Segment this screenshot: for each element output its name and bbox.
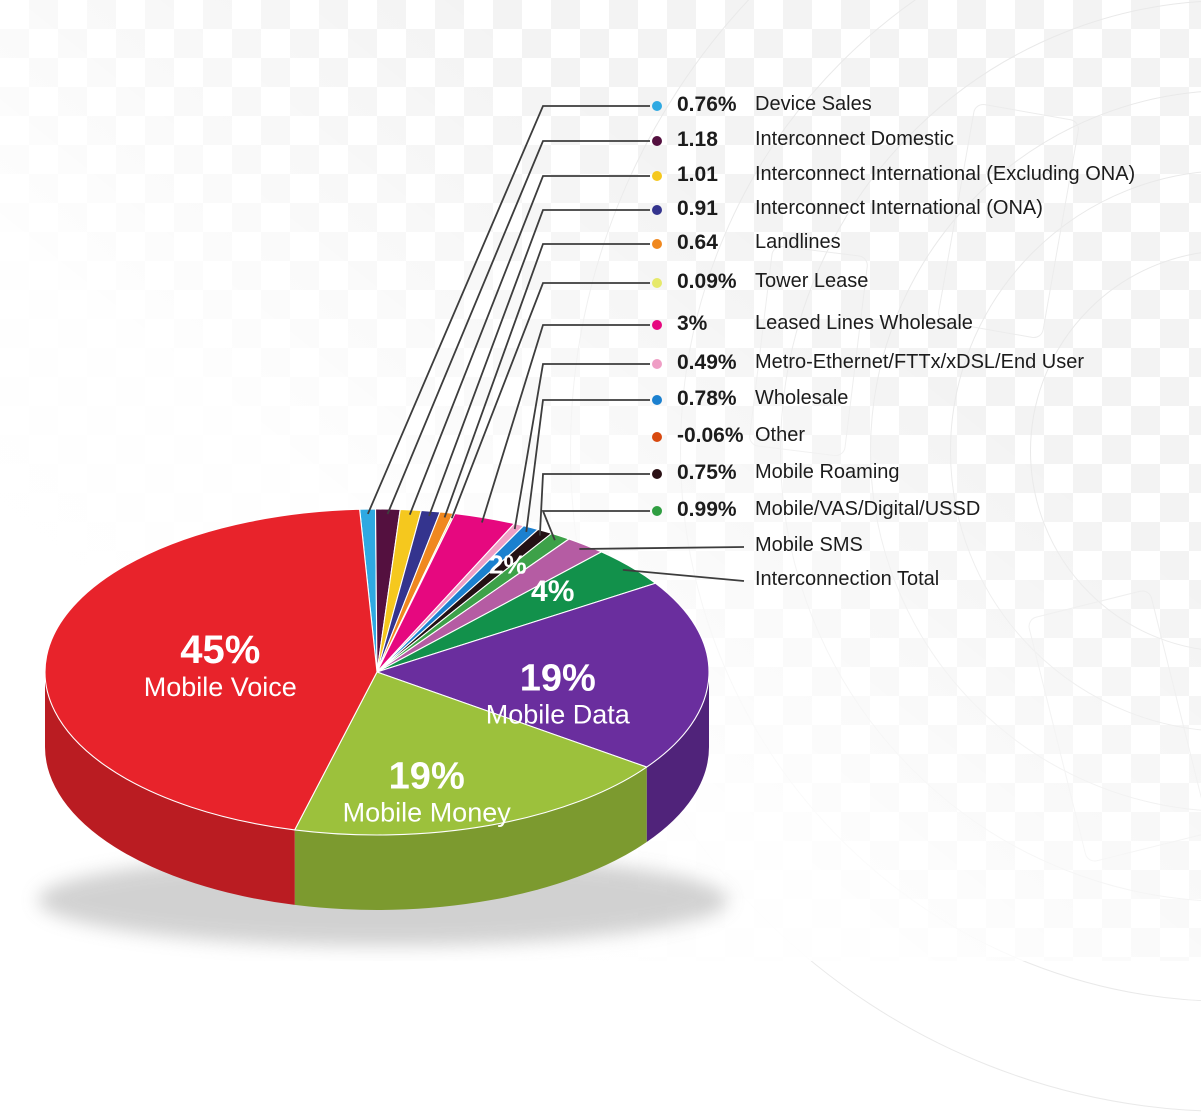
legend-value-tower-lease: 0.09% <box>677 270 737 293</box>
legend-value-other: -0.06% <box>677 424 744 447</box>
leader-line-wholesale <box>525 399 650 533</box>
leader-line-metro-ethernet-fttx-xdsl-end-user <box>513 363 650 530</box>
pie-slice-mobile-money <box>294 671 648 836</box>
pie-label-name-mobile-data: Mobile Data <box>486 699 631 729</box>
legend-dot-metro-ethernet-fttx-xdsl-end-user <box>652 359 662 369</box>
legend-label-tower-lease: Tower Lease <box>755 270 869 292</box>
legend-row-device-sales: 0.76% Device Sales <box>645 92 1201 120</box>
legend-value-mobile-vas-digital-ussd: 0.99% <box>677 498 737 521</box>
leader-line-landlines <box>443 243 650 518</box>
leader-line-interconnect-international-excluding-ona <box>408 175 650 516</box>
legend-row-landlines: 0.64 Landlines <box>645 230 1201 258</box>
legend-row-mobile-sms: Mobile SMS <box>645 533 1201 561</box>
legend-row-other: -0.06% Other <box>645 423 1201 451</box>
leader-line-mobile-sms <box>579 546 745 550</box>
legend-dot-device-sales <box>652 101 662 111</box>
legend-value-interconnect-domestic: 1.18 <box>677 128 718 151</box>
pie-slice-mobile-data <box>376 582 710 768</box>
leader-line-mobile-vas-digital-ussd <box>541 510 650 541</box>
legend-row-leased-lines-wholesale: 3% Leased Lines Wholesale <box>645 311 1201 339</box>
leader-line-mobile-roaming <box>538 473 650 536</box>
legend-row-interconnect-domestic: 1.18 Interconnect Domestic <box>645 127 1201 155</box>
legend-value-leased-lines-wholesale: 3% <box>677 312 708 335</box>
legend-dot-mobile-vas-digital-ussd <box>652 506 662 516</box>
legend-label-mobile-roaming: Mobile Roaming <box>755 461 900 483</box>
legend-dot-landlines <box>652 239 662 249</box>
legend-label-mobile-sms: Mobile SMS <box>755 534 863 556</box>
pie-label-pct-mobile-voice: 45% <box>180 628 260 672</box>
legend-label-other: Other <box>755 424 806 446</box>
legend-dot-leased-lines-wholesale <box>652 320 662 330</box>
leader-line-tower-lease <box>450 282 650 519</box>
legend-dot-wholesale <box>652 395 662 405</box>
pie-label-name-mobile-voice: Mobile Voice <box>144 672 297 702</box>
pie-label-pct-mobile-sms: 2% <box>489 550 527 580</box>
leader-line-device-sales <box>367 105 650 515</box>
leader-line-interconnect-domestic <box>386 140 650 515</box>
legend-row-mobile-vas-digital-ussd: 0.99% Mobile/VAS/Digital/USSD <box>645 497 1201 525</box>
legend-value-interconnect-international-excluding-ona: 1.01 <box>677 163 718 186</box>
legend-label-mobile-vas-digital-ussd: Mobile/VAS/Digital/USSD <box>755 498 981 520</box>
legend-row-interconnect-international-ona: 0.91 Interconnect International (ONA) <box>645 196 1201 224</box>
legend-label-device-sales: Device Sales <box>755 93 872 115</box>
pie-slice-side-mobile-data <box>646 672 709 843</box>
legend-row-interconnect-international-excluding-ona: 1.01 Interconnect International (Excludin… <box>645 162 1201 190</box>
pie-label-pct-interconnection-total: 4% <box>531 575 574 608</box>
legend-dot-interconnect-international-excluding-ona <box>652 171 662 181</box>
legend-dot-other <box>652 432 662 442</box>
legend-label-wholesale: Wholesale <box>755 387 849 409</box>
legend-value-metro-ethernet-fttx-xdsl-end-user: 0.49% <box>677 351 737 374</box>
pie-label-pct-mobile-data: 19% <box>520 657 596 699</box>
legend-label-landlines: Landlines <box>755 231 841 253</box>
legend-value-device-sales: 0.76% <box>677 93 737 116</box>
legend-label-leased-lines-wholesale: Leased Lines Wholesale <box>755 312 973 334</box>
legend-dot-tower-lease <box>652 278 662 288</box>
leader-line-leased-lines-wholesale <box>481 324 650 523</box>
legend-row-wholesale: 0.78% Wholesale <box>645 386 1201 414</box>
legend-row-metro-ethernet-fttx-xdsl-end-user: 0.49% Metro-Ethernet/FTTx/xDSL/End User <box>645 350 1201 378</box>
legend-dot-interconnect-international-ona <box>652 205 662 215</box>
legend-value-wholesale: 0.78% <box>677 387 737 410</box>
legend-label-interconnection-total: Interconnection Total <box>755 568 940 590</box>
pie-label-name-mobile-money: Mobile Money <box>343 797 512 827</box>
legend-value-mobile-roaming: 0.75% <box>677 461 737 484</box>
legend-label-metro-ethernet-fttx-xdsl-end-user: Metro-Ethernet/FTTx/xDSL/End User <box>755 351 1084 373</box>
legend-value-landlines: 0.64 <box>677 231 718 254</box>
legend-label-interconnect-international-ona: Interconnect International (ONA) <box>755 197 1043 219</box>
leader-line-interconnection-total <box>622 568 745 582</box>
pie-slice-side-mobile-voice <box>45 672 295 905</box>
legend-value-interconnect-international-ona: 0.91 <box>677 197 718 220</box>
legend-label-interconnect-domestic: Interconnect Domestic <box>755 128 954 150</box>
pie-label-pct-mobile-money: 19% <box>389 755 465 797</box>
leader-line-interconnect-international-ona <box>428 209 650 517</box>
legend-dot-interconnect-domestic <box>652 136 662 146</box>
pie-slice-side-mobile-money <box>294 767 647 910</box>
legend-row-interconnection-total: Interconnection Total <box>645 567 1201 595</box>
legend-row-tower-lease: 0.09% Tower Lease <box>645 269 1201 297</box>
pie-slice-mobile-voice <box>44 508 378 831</box>
legend-label-interconnect-international-excluding-ona: Interconnect International (Excluding ON… <box>755 163 1136 185</box>
legend-dot-mobile-roaming <box>652 469 662 479</box>
legend-row-mobile-roaming: 0.75% Mobile Roaming <box>645 460 1201 488</box>
